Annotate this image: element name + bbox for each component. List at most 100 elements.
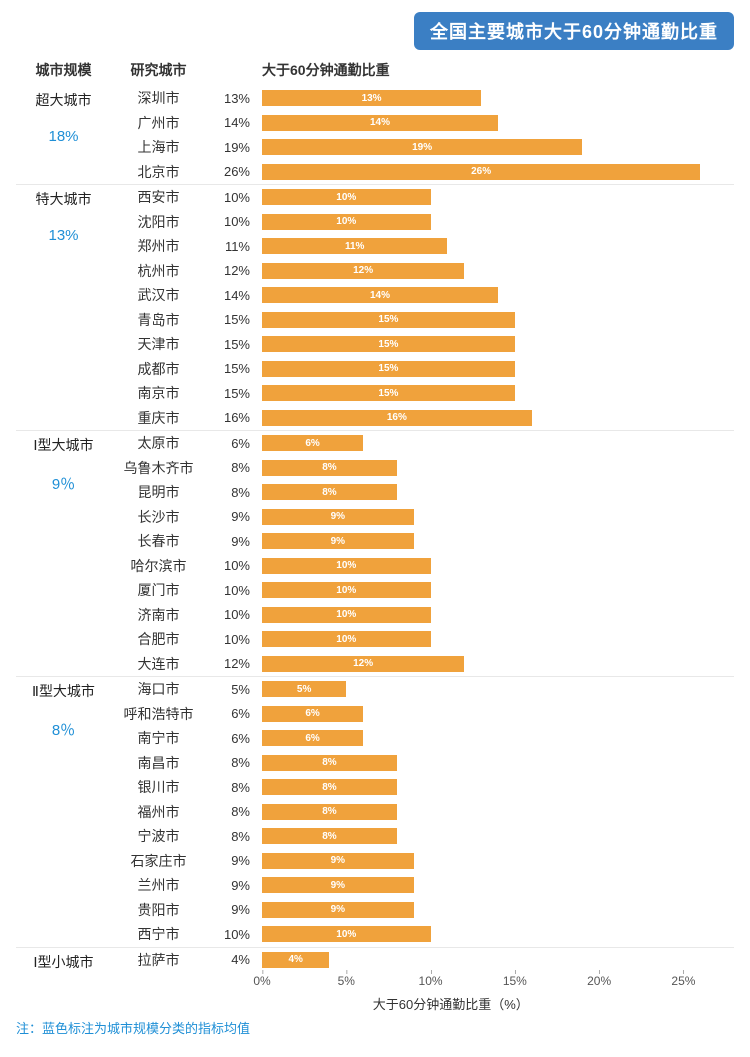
bar: 5% [262,681,346,697]
city-name: 广州市 [111,113,206,133]
data-row: 长春市9%9% [111,529,734,554]
bar: 10% [262,607,431,623]
city-name: 大连市 [111,654,206,674]
axis-tick: 20% [587,974,611,988]
group-average: 8％ [16,719,111,740]
city-name: 济南市 [111,605,206,625]
bar: 8% [262,804,397,820]
bar-label: 16% [387,412,407,423]
city-pct: 12% [206,263,256,278]
data-row: 天津市15%15% [111,332,734,357]
data-row: 石家庄市9%9% [111,849,734,874]
data-row: 西安市10%10% [111,185,734,210]
group-name: Ⅱ型大城市 [16,681,111,701]
bar-label: 8% [322,487,336,498]
city-pct: 8% [206,755,256,770]
city-name: 福州市 [111,802,206,822]
city-pct: 14% [206,115,256,130]
bar: 8% [262,755,397,771]
city-pct: 15% [206,337,256,352]
bar-label: 15% [378,339,398,350]
bar-label: 10% [336,929,356,940]
city-pct: 5% [206,682,256,697]
city-name: 成都市 [111,359,206,379]
city-name: 沈阳市 [111,212,206,232]
city-name: 乌鲁木齐市 [111,458,206,478]
group-label: Ⅱ型大城市 8％ [16,677,111,947]
bar-label: 9% [331,536,345,547]
bar-label: 6% [305,733,319,744]
city-pct: 15% [206,312,256,327]
data-row: 兰州市9%9% [111,873,734,898]
bar-label: 8% [322,462,336,473]
bar: 10% [262,189,431,205]
city-name: 上海市 [111,137,206,157]
city-name: 郑州市 [111,236,206,256]
bar: 15% [262,336,515,352]
bar: 15% [262,361,515,377]
city-pct: 8% [206,804,256,819]
data-row: 贵阳市9%9% [111,898,734,923]
bar: 6% [262,435,363,451]
bar: 10% [262,926,431,942]
city-pct: 10% [206,607,256,622]
city-name: 宁波市 [111,826,206,846]
group-average: 13% [16,227,111,244]
city-name: 昆明市 [111,482,206,502]
bar: 8% [262,828,397,844]
data-row: 深圳市13%13% [111,86,734,111]
city-pct: 8% [206,485,256,500]
bar: 6% [262,706,363,722]
data-row: 青岛市15%15% [111,308,734,333]
city-name: 天津市 [111,334,206,354]
bar-label: 13% [362,93,382,104]
city-name: 石家庄市 [111,851,206,871]
city-pct: 14% [206,288,256,303]
city-name: 拉萨市 [111,950,206,970]
bar: 9% [262,877,414,893]
header-scale: 城市规模 [16,60,111,80]
city-name: 深圳市 [111,88,206,108]
city-name: 武汉市 [111,285,206,305]
city-name: 呼和浩特市 [111,704,206,724]
axis-tick: 10% [419,974,443,988]
group-label: 特大城市13% [16,185,111,430]
city-group: Ⅰ型大城市9％太原市6%6%乌鲁木齐市8%8%昆明市8%8%长沙市9%9%长春市… [16,430,734,676]
city-pct: 8% [206,780,256,795]
city-pct: 9% [206,534,256,549]
bar: 6% [262,730,363,746]
bar: 9% [262,533,414,549]
bar: 26% [262,164,700,180]
header-metric: 大于60分钟通勤比重 [256,60,734,80]
city-name: 北京市 [111,162,206,182]
group-name: 超大城市 [16,90,111,110]
city-name: 南宁市 [111,728,206,748]
x-axis: 大于60分钟通勤比重（%） 0%5%10%15%20%25% [262,974,734,1014]
group-average: 9％ [16,473,111,494]
bar: 9% [262,853,414,869]
group-label: Ⅰ型小城市 [16,948,111,973]
bar: 13% [262,90,481,106]
city-group: Ⅱ型大城市8％海口市5%5%呼和浩特市6%6%南宁市6%6%南昌市8%8%银川市… [16,676,734,947]
data-row: 沈阳市10%10% [111,210,734,235]
city-name: 太原市 [111,433,206,453]
city-group: Ⅰ型小城市拉萨市4%4% [16,947,734,973]
city-pct: 9% [206,509,256,524]
axis-tick: 0% [253,974,270,988]
city-name: 南京市 [111,383,206,403]
group-name: Ⅰ型大城市 [16,435,111,455]
data-row: 乌鲁木齐市8%8% [111,456,734,481]
bar-label: 8% [322,782,336,793]
data-row: 哈尔滨市10%10% [111,554,734,579]
data-row: 海口市5%5% [111,677,734,702]
column-headers: 城市规模 研究城市 大于60分钟通勤比重 [16,60,734,86]
bar-label: 9% [331,880,345,891]
city-pct: 10% [206,927,256,942]
bar: 15% [262,385,515,401]
city-pct: 13% [206,91,256,106]
city-pct: 11% [206,239,256,254]
city-pct: 6% [206,706,256,721]
bar: 8% [262,484,397,500]
bar-label: 8% [322,757,336,768]
city-name: 厦门市 [111,580,206,600]
